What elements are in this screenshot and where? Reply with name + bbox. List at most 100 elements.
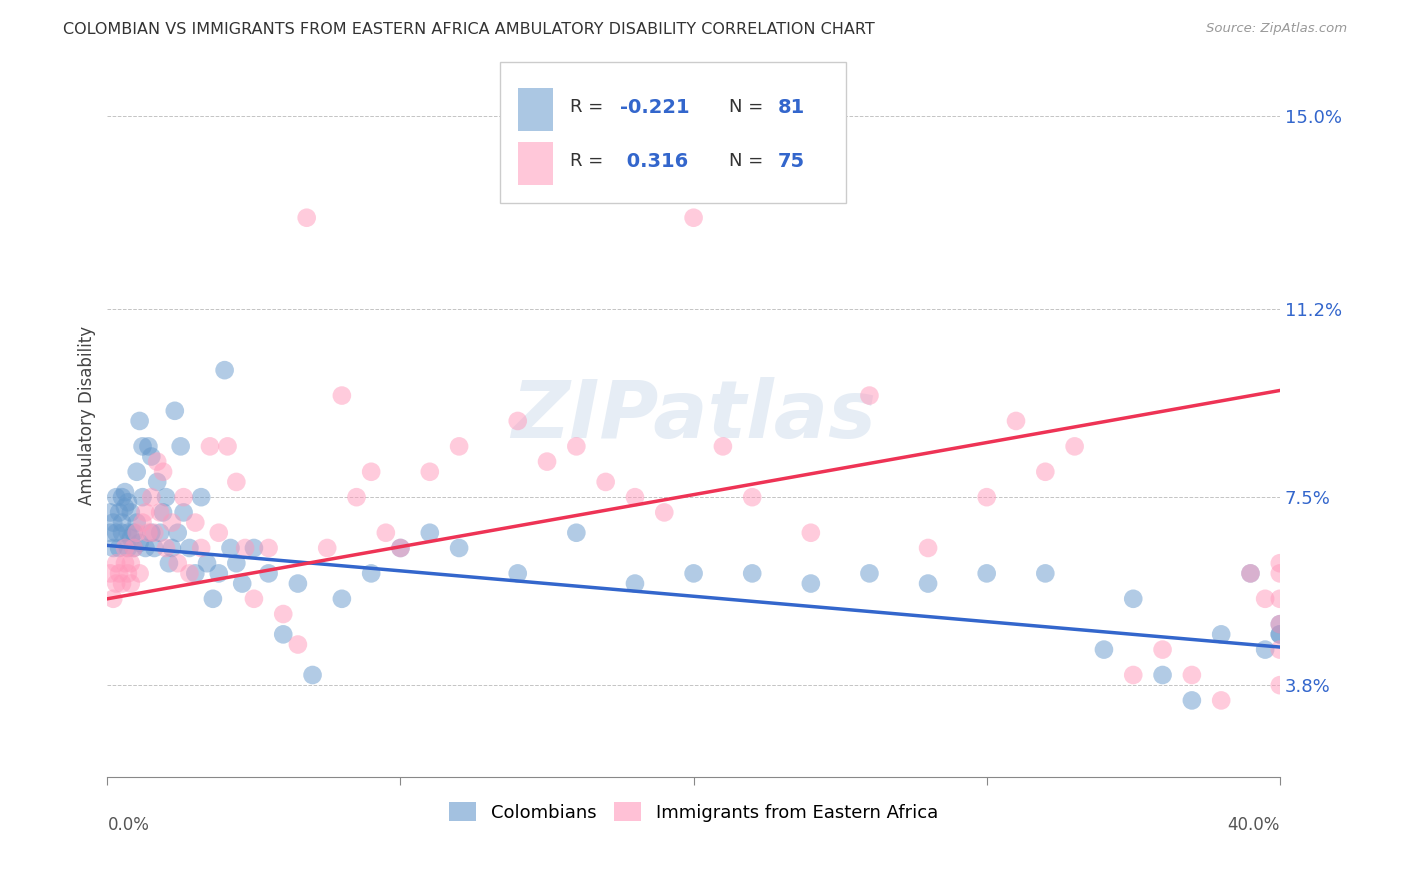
Point — [917, 576, 939, 591]
Point — [741, 490, 763, 504]
Point — [565, 439, 588, 453]
Point — [131, 516, 153, 530]
Point — [141, 490, 163, 504]
Point — [1268, 627, 1291, 641]
Point — [105, 525, 128, 540]
Point — [141, 525, 163, 540]
Point — [103, 591, 125, 606]
Point — [141, 450, 163, 464]
Point — [419, 465, 441, 479]
Point — [117, 495, 139, 509]
Point — [1152, 642, 1174, 657]
Point — [316, 541, 339, 555]
Point — [800, 576, 823, 591]
Point — [1211, 693, 1233, 707]
Point — [1181, 668, 1204, 682]
Point — [122, 541, 145, 555]
Point — [128, 566, 150, 581]
Point — [105, 556, 128, 570]
Bar — [517, 142, 553, 185]
Point — [1268, 642, 1291, 657]
Point — [243, 591, 266, 606]
Text: COLOMBIAN VS IMMIGRANTS FROM EASTERN AFRICA AMBULATORY DISABILITY CORRELATION CH: COLOMBIAN VS IMMIGRANTS FROM EASTERN AFR… — [63, 22, 875, 37]
Point — [976, 490, 998, 504]
Point — [506, 414, 529, 428]
Point — [166, 525, 188, 540]
Point — [360, 465, 382, 479]
Point — [1254, 591, 1277, 606]
Point — [536, 454, 558, 468]
Point — [219, 541, 242, 555]
Point — [208, 525, 231, 540]
Point — [1268, 591, 1291, 606]
Point — [1268, 566, 1291, 581]
Point — [1239, 566, 1261, 581]
Point — [122, 525, 145, 540]
Point — [98, 566, 121, 581]
Point — [624, 576, 647, 591]
Point — [682, 211, 704, 225]
Point — [1005, 414, 1028, 428]
Point — [231, 576, 253, 591]
Point — [682, 566, 704, 581]
Point — [157, 556, 180, 570]
Point — [114, 500, 136, 515]
Point — [1268, 617, 1291, 632]
Point — [330, 591, 353, 606]
Point — [1033, 465, 1056, 479]
Point — [917, 541, 939, 555]
Text: N =: N = — [728, 153, 769, 170]
Point — [152, 505, 174, 519]
Point — [120, 505, 142, 519]
Point — [330, 388, 353, 402]
Point — [190, 490, 212, 504]
Point — [184, 516, 207, 530]
Point — [1268, 617, 1291, 632]
Point — [166, 556, 188, 570]
Point — [184, 566, 207, 581]
Point — [257, 541, 280, 555]
Point — [271, 607, 294, 621]
Point — [301, 668, 323, 682]
Point — [111, 576, 134, 591]
Point — [217, 439, 239, 453]
Point — [111, 490, 134, 504]
Text: R =: R = — [571, 98, 609, 116]
Point — [114, 485, 136, 500]
Point — [1063, 439, 1085, 453]
Text: Source: ZipAtlas.com: Source: ZipAtlas.com — [1206, 22, 1347, 36]
Point — [1122, 668, 1144, 682]
Text: ZIPatlas: ZIPatlas — [512, 377, 876, 455]
Point — [1268, 556, 1291, 570]
Point — [128, 414, 150, 428]
Point — [287, 638, 309, 652]
Point — [374, 525, 396, 540]
Point — [449, 439, 471, 453]
Point — [120, 556, 142, 570]
Point — [1092, 642, 1115, 657]
Point — [419, 525, 441, 540]
Point — [295, 211, 318, 225]
Point — [134, 541, 156, 555]
Point — [346, 490, 368, 504]
Point — [195, 556, 218, 570]
Point — [108, 541, 131, 555]
Point — [389, 541, 412, 555]
Point — [624, 490, 647, 504]
Point — [179, 541, 201, 555]
Point — [160, 516, 183, 530]
Point — [271, 627, 294, 641]
Point — [858, 566, 880, 581]
Point — [117, 525, 139, 540]
Point — [103, 541, 125, 555]
Point — [108, 566, 131, 581]
Point — [1239, 566, 1261, 581]
Point — [1152, 668, 1174, 682]
Point — [146, 475, 169, 489]
Point — [143, 525, 166, 540]
Point — [146, 454, 169, 468]
Point — [1181, 693, 1204, 707]
Point — [389, 541, 412, 555]
Point — [652, 505, 675, 519]
Point — [117, 541, 139, 555]
